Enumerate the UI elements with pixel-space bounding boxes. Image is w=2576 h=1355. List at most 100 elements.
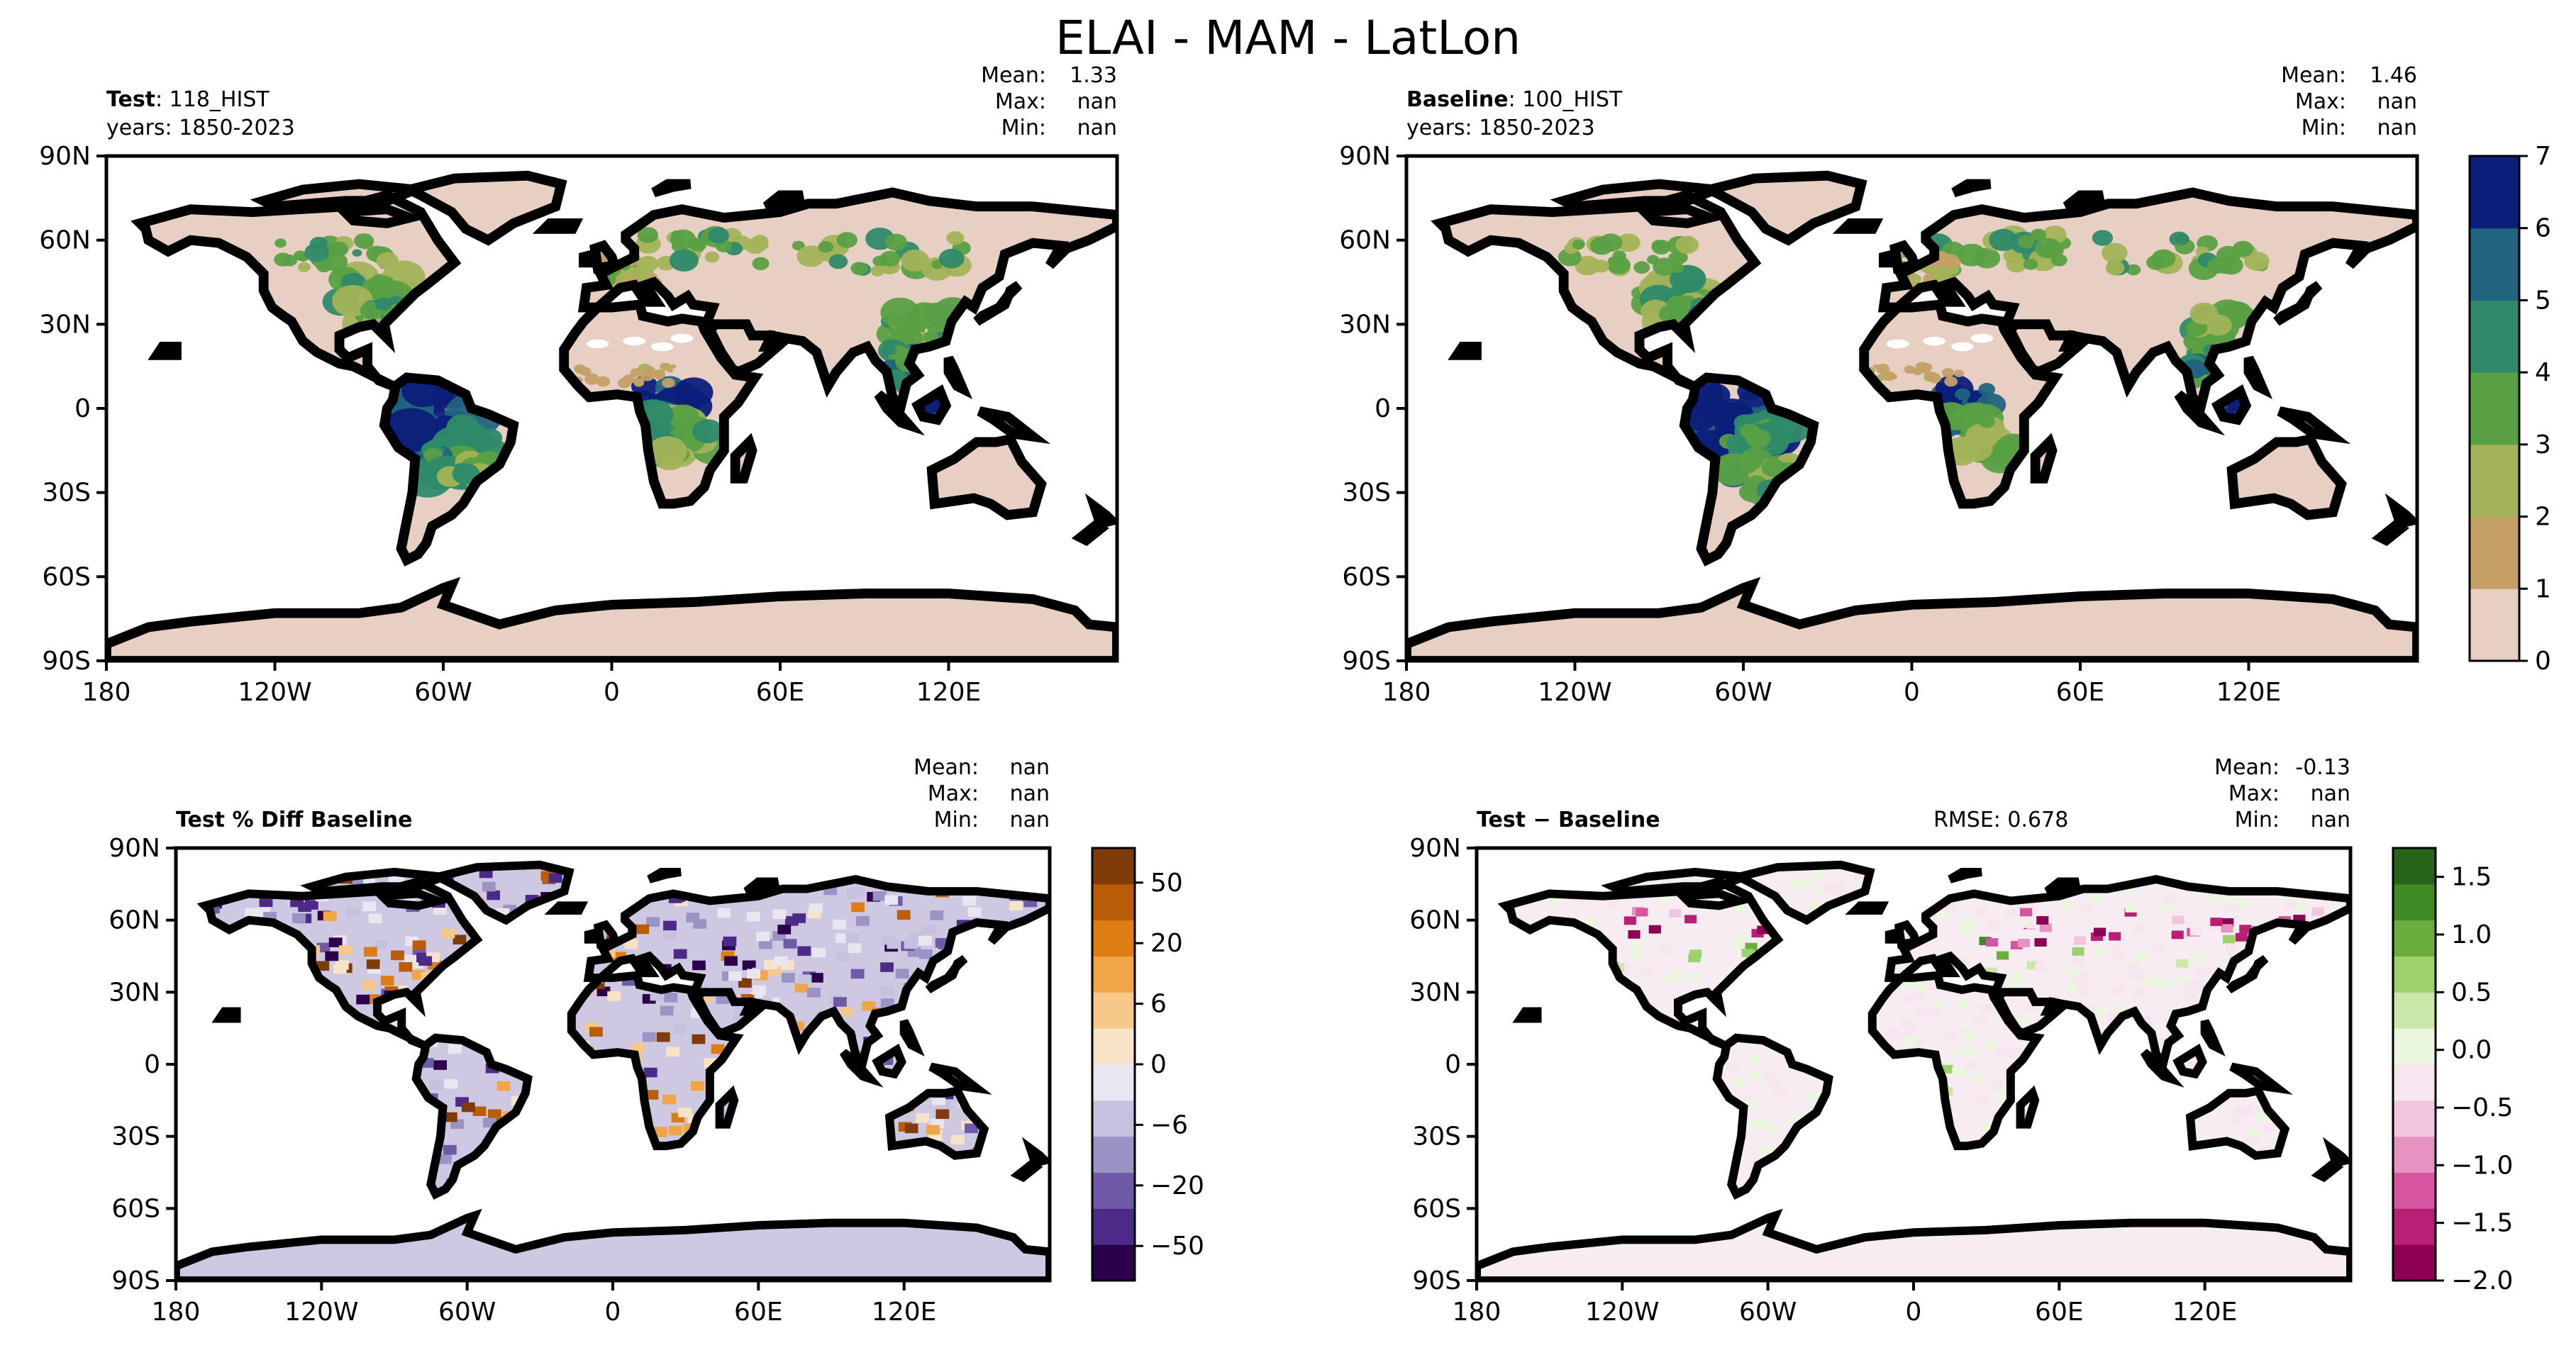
lat-tick-label: 90N (1409, 834, 1461, 863)
lon-tick-label: 0 (605, 1298, 621, 1327)
colorbar-tick-label: −2.0 (2451, 1266, 2513, 1295)
colorbar-band (2470, 589, 2519, 662)
colorbar-band (2393, 1208, 2436, 1245)
stat-label: Max: (2228, 781, 2280, 806)
colorbar-frame (2392, 847, 2437, 1282)
pctdiff-panel: 90N 60N 30N 0 30S 60S 90S 180 120W 60W 0 60E 120E Tes… (109, 755, 1052, 1327)
panel-years: years: 1850-2023 (106, 116, 295, 140)
diff-colorbar: 1.5 1.0 0.5 0.0 −0.5 −1.0 −1.5 −2.0 (2392, 847, 2513, 1295)
diff-panel: 90N 60N 30N 0 30S 60S 90S 180 120W 60W 0 60E 120E Tes… (1409, 755, 2353, 1327)
stat-label: Mean: (981, 63, 1046, 88)
lon-tick-label: 120E (916, 678, 981, 707)
map-field (1477, 864, 2350, 1281)
colorbar-band (2393, 1136, 2436, 1173)
colorbar-band (2470, 372, 2519, 445)
panel-label: Baseline: 100_HIST (1406, 87, 1623, 112)
colorbar-band (2470, 300, 2519, 373)
colorbar-band (1092, 1064, 1135, 1101)
lon-tick-label: 120W (1585, 1298, 1659, 1327)
stat-label: Mean: (2214, 755, 2280, 780)
colorbar-band (2393, 848, 2436, 885)
colorbar-frame (2468, 155, 2521, 662)
lon-tick-label: 120W (284, 1298, 358, 1327)
stat-label: Max: (995, 89, 1046, 114)
lat-tick-label: 90S (1342, 647, 1391, 676)
lon-tick-label: 120W (1538, 678, 1611, 707)
colorbar-tick-label: 0 (2535, 647, 2551, 676)
colorbar-tick-label: −0.5 (2451, 1093, 2513, 1122)
lat-tick-label: 90S (1412, 1266, 1461, 1295)
panel-title: Test % Diff Baseline (176, 808, 413, 832)
stat-value: nan (1010, 808, 1050, 832)
colorbar-band (1092, 1208, 1135, 1245)
pct-colorbar: 50 20 6 0 −6 −20 −50 (1091, 847, 1204, 1282)
stat-label: Min: (934, 808, 979, 832)
lon-tick-label: 60W (1714, 678, 1772, 707)
lat-tick-label: 0 (74, 394, 91, 423)
stat-value: nan (1077, 89, 1117, 114)
lon-tick-label: 180 (1453, 1298, 1501, 1327)
colorbar-band (1092, 1172, 1135, 1209)
colorbar-band (2393, 1244, 2436, 1281)
colorbar-band (1092, 1100, 1135, 1137)
colorbar-band (2393, 1172, 2436, 1209)
stat-label: Min: (2235, 808, 2280, 832)
colorbar-band (2393, 920, 2436, 957)
lon-tick-label: 120E (872, 1298, 936, 1327)
stat-label: Mean: (2281, 63, 2346, 88)
colorbar-tick-label: 50 (1150, 869, 1183, 898)
lat-tick-label: 60S (111, 1194, 160, 1223)
colorbar-tick-label: 1.5 (2451, 863, 2492, 892)
lat-tick-label: 30S (1412, 1122, 1461, 1152)
stat-label: Min: (2302, 116, 2346, 140)
colorbar-tick-label: −20 (1150, 1171, 1204, 1200)
elai-colorbar: 0 1 2 3 4 5 6 7 (2468, 142, 2551, 676)
stat-label: Mean: (914, 755, 979, 780)
lon-tick-label: 60W (414, 678, 472, 707)
lat-tick-label: 90N (109, 834, 160, 863)
lat-tick-label: 30S (42, 479, 91, 508)
lon-tick-label: 180 (1382, 678, 1431, 707)
colorbar-band (2393, 1064, 2436, 1101)
colorbar-band (1092, 920, 1135, 957)
colorbar-band (2393, 956, 2436, 993)
colorbar-tick-label: 5 (2535, 286, 2551, 315)
lon-tick-label: 60E (2035, 1298, 2084, 1327)
colorbar-band (2393, 1100, 2436, 1137)
colorbar-tick-label: 1.0 (2451, 920, 2492, 949)
lat-tick-label: 30N (1409, 978, 1461, 1007)
lat-tick-label: 60N (1409, 906, 1461, 935)
lon-tick-label: 60E (756, 678, 805, 707)
stat-value: nan (2311, 781, 2350, 806)
colorbar-tick-label: 3 (2535, 430, 2551, 459)
colorbar-tick-label: 6 (2535, 214, 2551, 243)
lon-tick-label: 0 (604, 678, 620, 707)
colorbar-band (2393, 1028, 2436, 1065)
colorbar-band (1092, 956, 1135, 993)
lat-tick-label: 60N (1339, 226, 1391, 255)
colorbar-band (1092, 848, 1135, 885)
map-field (106, 176, 1117, 661)
stat-value: 1.46 (2370, 63, 2417, 88)
lon-tick-label: 180 (152, 1298, 201, 1327)
lat-tick-label: 90S (111, 1266, 160, 1295)
stat-value: nan (2377, 89, 2417, 114)
colorbar-band (2470, 444, 2519, 518)
stat-value: nan (1010, 755, 1050, 780)
colorbar-tick-label: 20 (1150, 929, 1183, 958)
panel-label-case: : 100_HIST (1509, 87, 1623, 112)
lon-tick-label: 120E (2172, 1298, 2237, 1327)
lat-tick-label: 60S (42, 562, 91, 591)
lat-tick-label: 30S (111, 1122, 160, 1152)
stat-value: nan (1077, 116, 1117, 140)
colorbar-tick-label: −1.0 (2451, 1151, 2513, 1180)
figure-title: ELAI - MAM - LatLon (1055, 11, 1521, 65)
lat-tick-label: 0 (1375, 394, 1391, 423)
stat-value: -0.13 (2295, 755, 2350, 780)
lon-tick-label: 180 (82, 678, 131, 707)
colorbar-band (2393, 883, 2436, 921)
panel-title: Test − Baseline (1477, 808, 1660, 832)
lon-tick-label: 60W (1739, 1298, 1797, 1327)
stat-label: Max: (2295, 89, 2346, 114)
stat-value: nan (2311, 808, 2350, 832)
